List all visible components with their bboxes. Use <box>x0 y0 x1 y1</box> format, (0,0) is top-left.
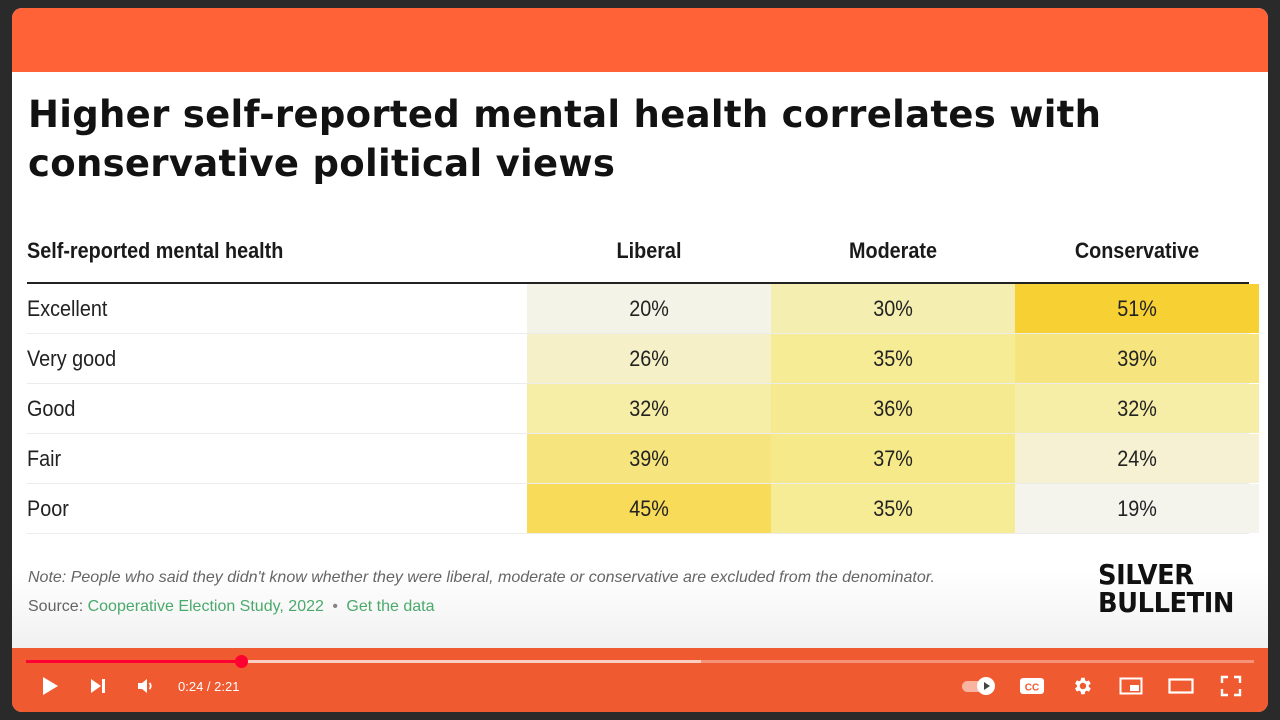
cell-value: 19% <box>1117 495 1157 521</box>
cell-moderate: 36% <box>771 384 1015 433</box>
cell-value: 37% <box>873 445 913 471</box>
cell-value: 39% <box>1117 345 1157 371</box>
table-header-row: Self-reported mental health Liberal Mode… <box>27 230 1249 284</box>
table-body: Excellent 20% 30% 51% Very good 26% 35% 39% Good… <box>27 284 1259 534</box>
cell-moderate: 35% <box>771 484 1015 533</box>
play-button[interactable] <box>36 672 64 700</box>
cell-value: 45% <box>629 495 669 521</box>
cell-liberal: 20% <box>527 284 771 333</box>
get-the-data-link[interactable]: Get the data <box>346 598 435 615</box>
time-display: 0:24 / 2:21 <box>178 679 240 694</box>
theater-icon <box>1168 678 1194 694</box>
cell-value: 20% <box>629 295 669 321</box>
cell-liberal: 39% <box>527 434 771 483</box>
brand-bottom-bar <box>12 648 1268 712</box>
svg-text:CC: CC <box>1025 683 1039 694</box>
cell-value: 35% <box>873 495 913 521</box>
source-dataset-link[interactable]: Cooperative Election Study, 2022 <box>87 598 324 615</box>
fullscreen-button[interactable] <box>1217 672 1245 700</box>
cell-conservative: 51% <box>1015 284 1259 333</box>
volume-icon <box>138 679 152 693</box>
progress-played <box>26 660 241 663</box>
captions-icon: CC <box>1020 678 1044 694</box>
miniplayer-button[interactable] <box>1116 672 1146 700</box>
autoplay-play-icon <box>984 682 990 690</box>
video-frame: Higher self-reported mental health corre… <box>12 8 1268 712</box>
table-row: Fair 39% 37% 24% <box>27 434 1259 484</box>
row-label: Excellent <box>27 296 108 321</box>
column-header-moderate: Moderate <box>848 238 938 263</box>
cell-moderate: 30% <box>771 284 1015 333</box>
gear-icon <box>1075 677 1091 695</box>
row-label: Fair <box>27 446 62 471</box>
footnote: Note: People who said they didn't know w… <box>28 569 935 586</box>
cell-value: 32% <box>1117 395 1157 421</box>
volume-button[interactable] <box>132 672 160 700</box>
column-header-liberal: Liberal <box>616 238 682 263</box>
cell-conservative: 19% <box>1015 484 1259 533</box>
row-label: Good <box>27 396 76 421</box>
cell-value: 26% <box>629 345 669 371</box>
cell-liberal: 32% <box>527 384 771 433</box>
table-row: Poor 45% 35% 19% <box>27 484 1259 534</box>
cell-moderate: 35% <box>771 334 1015 383</box>
cell-liberal: 26% <box>527 334 771 383</box>
row-label: Poor <box>27 496 69 521</box>
column-header-conservative: Conservative <box>1074 238 1200 263</box>
source-separator: • <box>332 598 338 615</box>
table-row: Very good 26% 35% 39% <box>27 334 1259 384</box>
silver-bulletin-logo: SILVER BULLETIN <box>1098 561 1246 617</box>
row-header: Self-reported mental health <box>27 238 284 263</box>
progress-scrubber[interactable] <box>234 655 248 668</box>
brand-top-bar <box>12 8 1268 72</box>
table-row: Good 32% 36% 32% <box>27 384 1259 434</box>
next-button[interactable] <box>84 672 112 700</box>
cell-conservative: 32% <box>1015 384 1259 433</box>
logo-line-1: SILVER <box>1098 558 1194 591</box>
cell-value: 30% <box>873 295 913 321</box>
cell-conservative: 24% <box>1015 434 1259 483</box>
cell-value: 35% <box>873 345 913 371</box>
autoplay-toggle[interactable] <box>962 677 998 695</box>
cell-value: 32% <box>629 395 669 421</box>
cell-liberal: 45% <box>527 484 771 533</box>
play-icon <box>43 677 58 695</box>
cell-value: 24% <box>1117 445 1157 471</box>
progress-buffered <box>26 660 702 663</box>
logo-line-2: BULLETIN <box>1098 586 1235 619</box>
cell-moderate: 37% <box>771 434 1015 483</box>
progress-bar[interactable] <box>26 655 1254 668</box>
next-icon <box>91 679 105 693</box>
captions-button[interactable]: CC <box>1017 672 1047 700</box>
cell-value: 39% <box>629 445 669 471</box>
table-row: Excellent 20% 30% 51% <box>27 284 1259 334</box>
settings-button[interactable] <box>1067 672 1097 700</box>
cell-value: 36% <box>873 395 913 421</box>
autoplay-knob <box>977 677 995 695</box>
fullscreen-icon <box>1220 675 1242 697</box>
source-label: Source: <box>28 598 84 615</box>
cell-conservative: 39% <box>1015 334 1259 383</box>
theater-mode-button[interactable] <box>1165 672 1197 700</box>
chart-title: Higher self-reported mental health corre… <box>28 93 1102 185</box>
miniplayer-icon <box>1119 677 1143 695</box>
row-label: Very good <box>27 346 117 371</box>
cell-value: 51% <box>1117 295 1157 321</box>
data-table: Self-reported mental health Liberal Mode… <box>27 230 1259 534</box>
source-line: Source: Cooperative Election Study, 2022… <box>28 598 434 616</box>
